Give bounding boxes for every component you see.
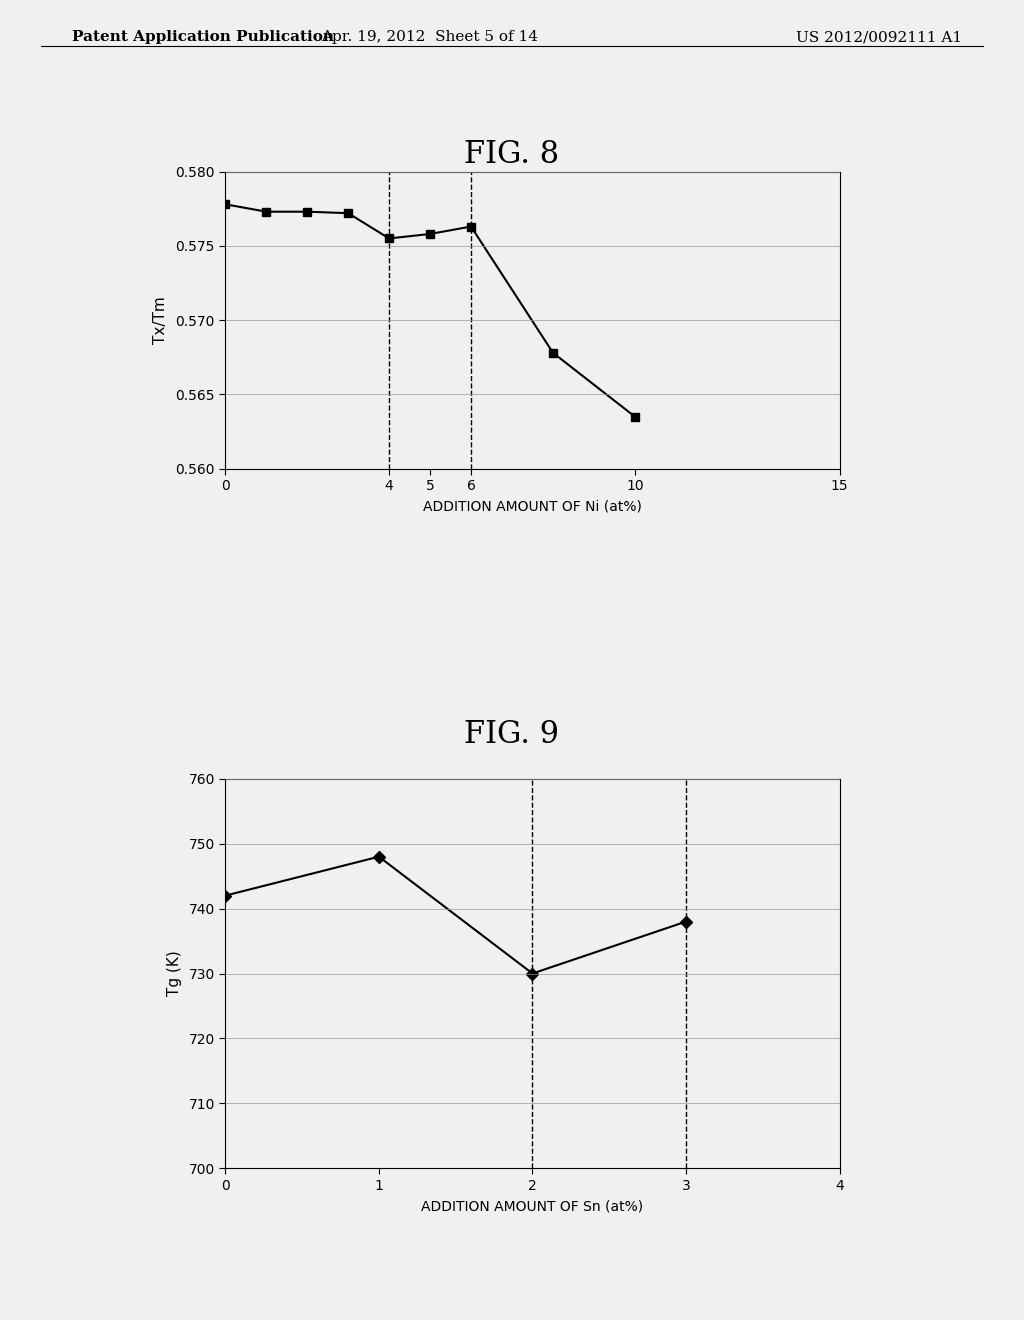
Text: US 2012/0092111 A1: US 2012/0092111 A1	[797, 30, 963, 45]
Text: FIG. 8: FIG. 8	[465, 139, 559, 169]
Text: Apr. 19, 2012  Sheet 5 of 14: Apr. 19, 2012 Sheet 5 of 14	[322, 30, 539, 45]
Y-axis label: Tg (K): Tg (K)	[167, 950, 181, 997]
X-axis label: ADDITION AMOUNT OF Sn (at%): ADDITION AMOUNT OF Sn (at%)	[422, 1200, 643, 1213]
Text: FIG. 9: FIG. 9	[465, 719, 559, 750]
X-axis label: ADDITION AMOUNT OF Ni (at%): ADDITION AMOUNT OF Ni (at%)	[423, 500, 642, 513]
Text: Patent Application Publication: Patent Application Publication	[72, 30, 334, 45]
Y-axis label: Tx/Tm: Tx/Tm	[154, 296, 168, 345]
